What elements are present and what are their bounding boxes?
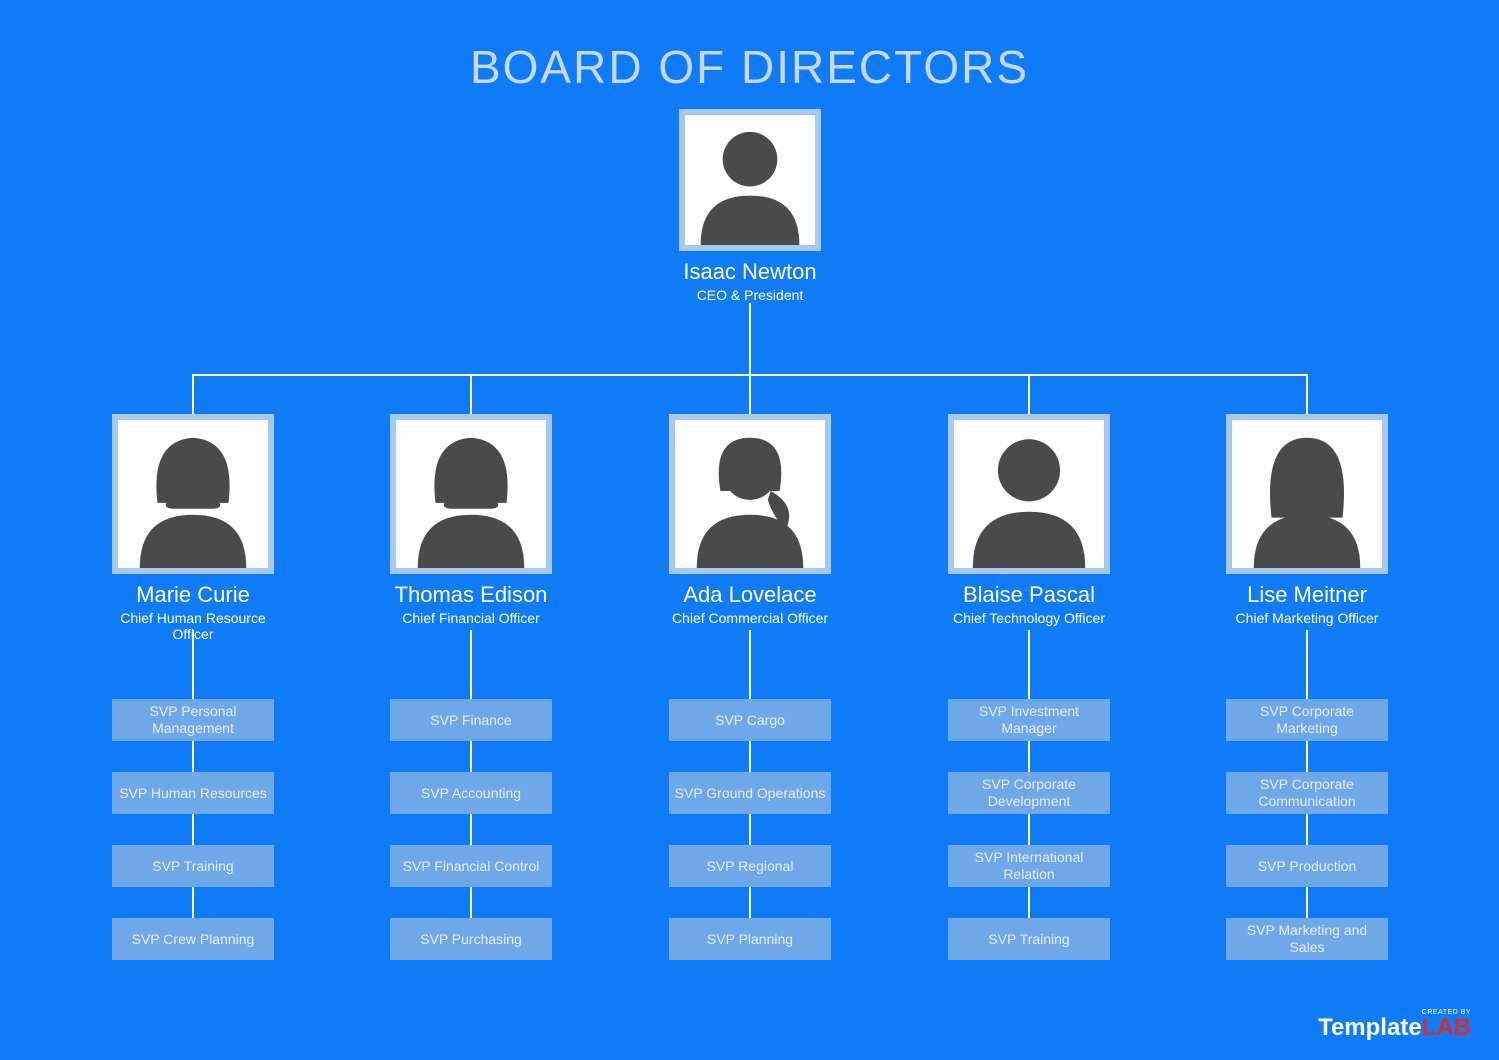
connector-line bbox=[1028, 814, 1030, 845]
connector-line bbox=[749, 741, 751, 772]
connector-line bbox=[1306, 374, 1308, 414]
ceo-node: Isaac Newton CEO & President bbox=[679, 109, 821, 303]
connector-line bbox=[1306, 630, 1308, 699]
person-name: Ada Lovelace bbox=[669, 582, 831, 608]
connector-line bbox=[1028, 887, 1030, 918]
person-name: Lise Meitner bbox=[1226, 582, 1388, 608]
connector-line bbox=[749, 374, 751, 414]
sub-role-box: SVP Financial Control bbox=[390, 845, 552, 887]
connector-line bbox=[470, 630, 472, 699]
person-name: Blaise Pascal bbox=[948, 582, 1110, 608]
connector-line bbox=[1306, 814, 1308, 845]
sub-role-box: SVP Planning bbox=[669, 918, 831, 960]
avatar bbox=[669, 414, 831, 574]
person-name: Thomas Edison bbox=[390, 582, 552, 608]
page-title: BOARD OF DIRECTORS bbox=[0, 0, 1499, 94]
silhouette-icon bbox=[954, 420, 1104, 568]
person-role: Chief Marketing Officer bbox=[1226, 610, 1388, 626]
sub-role-box: SVP Purchasing bbox=[390, 918, 552, 960]
connector-line bbox=[749, 887, 751, 918]
connector-line bbox=[470, 741, 472, 772]
connector-line bbox=[192, 814, 194, 845]
connector-line bbox=[192, 630, 194, 699]
connector-line bbox=[470, 814, 472, 845]
sub-role-box: SVP Personal Management bbox=[112, 699, 274, 741]
sub-role-box: SVP Training bbox=[948, 918, 1110, 960]
person-role: Chief Technology Officer bbox=[948, 610, 1110, 626]
connector-line bbox=[192, 374, 194, 414]
connector-line bbox=[470, 374, 472, 414]
silhouette-icon bbox=[118, 420, 268, 568]
watermark-accent: LAB bbox=[1422, 1014, 1471, 1041]
connector-line bbox=[192, 741, 194, 772]
person-role: CEO & President bbox=[679, 287, 821, 303]
avatar bbox=[112, 414, 274, 574]
sub-role-box: SVP Accounting bbox=[390, 772, 552, 814]
sub-role-box: SVP Regional bbox=[669, 845, 831, 887]
connector-line bbox=[1306, 741, 1308, 772]
connector-line bbox=[470, 887, 472, 918]
avatar bbox=[679, 109, 821, 251]
avatar bbox=[390, 414, 552, 574]
avatar bbox=[948, 414, 1110, 574]
silhouette-icon bbox=[396, 420, 546, 568]
connector-line bbox=[1028, 630, 1030, 699]
sub-role-box: SVP Training bbox=[112, 845, 274, 887]
silhouette-icon bbox=[675, 420, 825, 568]
org-chart: Isaac Newton CEO & President Marie Curie… bbox=[0, 94, 1499, 1054]
executive-node: Lise Meitner Chief Marketing Officer bbox=[1226, 414, 1388, 626]
sub-role-box: SVP Ground Operations bbox=[669, 772, 831, 814]
executive-node: Thomas Edison Chief Financial Officer bbox=[390, 414, 552, 626]
person-role: Chief Financial Officer bbox=[390, 610, 552, 626]
sub-role-box: SVP Production bbox=[1226, 845, 1388, 887]
sub-role-box: SVP Crew Planning bbox=[112, 918, 274, 960]
connector-line bbox=[749, 814, 751, 845]
person-name: Marie Curie bbox=[112, 582, 274, 608]
sub-role-box: SVP Human Resources bbox=[112, 772, 274, 814]
silhouette-icon bbox=[685, 115, 815, 245]
person-name: Isaac Newton bbox=[679, 259, 821, 285]
sub-role-box: SVP Investment Manager bbox=[948, 699, 1110, 741]
executive-node: Blaise Pascal Chief Technology Officer bbox=[948, 414, 1110, 626]
sub-role-box: SVP Corporate Development bbox=[948, 772, 1110, 814]
sub-role-box: SVP Cargo bbox=[669, 699, 831, 741]
sub-role-box: SVP Marketing and Sales bbox=[1226, 918, 1388, 960]
silhouette-icon bbox=[1232, 420, 1382, 568]
sub-role-box: SVP Finance bbox=[390, 699, 552, 741]
sub-role-box: SVP International Relation bbox=[948, 845, 1110, 887]
connector-line bbox=[1028, 374, 1030, 414]
watermark: CREATED BY TemplateLAB bbox=[1318, 1009, 1471, 1042]
sub-role-box: SVP Corporate Marketing bbox=[1226, 699, 1388, 741]
connector-line bbox=[749, 630, 751, 699]
executive-node: Ada Lovelace Chief Commercial Officer bbox=[669, 414, 831, 626]
connector-line bbox=[1028, 741, 1030, 772]
sub-role-box: SVP Corporate Communication bbox=[1226, 772, 1388, 814]
connector-line bbox=[1306, 887, 1308, 918]
connector-line bbox=[192, 887, 194, 918]
executive-node: Marie Curie Chief Human Resource Officer bbox=[112, 414, 274, 642]
person-role: Chief Commercial Officer bbox=[669, 610, 831, 626]
connector-line bbox=[749, 303, 751, 374]
avatar bbox=[1226, 414, 1388, 574]
watermark-main: Template bbox=[1318, 1014, 1422, 1041]
